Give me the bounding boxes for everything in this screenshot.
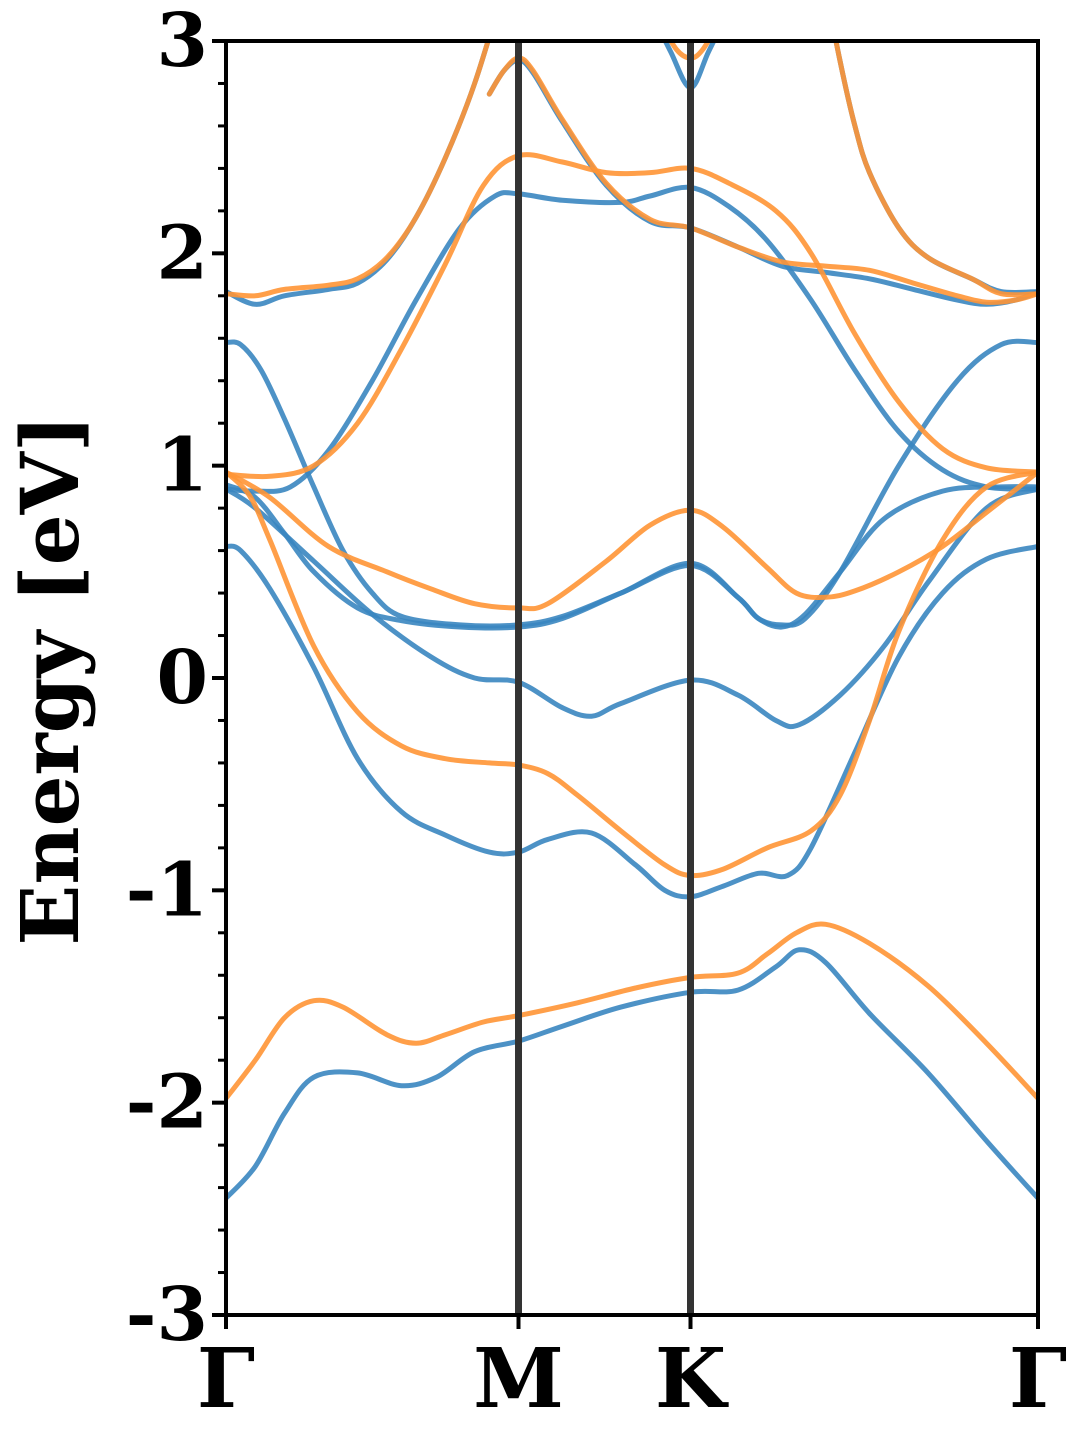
x-tick-label: Γ <box>197 1331 255 1427</box>
x-tick-label: K <box>655 1331 729 1427</box>
band-line-spin_b-12 <box>226 469 1038 612</box>
y-tick-label: -1 <box>126 847 208 933</box>
x-tick-label: Γ <box>1009 1331 1067 1427</box>
high-symmetry-lines <box>515 41 695 1315</box>
y-tick-label: 1 <box>157 423 209 509</box>
y-tick-label: -3 <box>126 1272 208 1358</box>
y-axis-ticks: -3 -2 -1 0 1 2 3 <box>126 0 226 1358</box>
band-line-spin_a-0 <box>226 947 1038 1201</box>
band-line-spin_b-15 <box>486 55 1038 305</box>
band-line-spin_b-14 <box>226 41 491 299</box>
y-axis-label: Energy [eV] <box>3 414 97 945</box>
band-line-spin_b-10 <box>226 921 1038 1101</box>
y-tick-label: 3 <box>157 0 209 84</box>
band-lines <box>226 41 1038 1201</box>
x-tick-label: M <box>473 1331 564 1427</box>
band-line-spin_b-13 <box>226 152 1038 480</box>
band-line-spin_a-7 <box>486 57 1038 307</box>
band-line-spin_a-5 <box>226 184 1038 494</box>
band-line-spin_b-17 <box>833 41 1038 298</box>
plot-frame <box>224 39 1040 1317</box>
band-line-spin_a-2 <box>226 486 1038 730</box>
y-tick-label: 0 <box>157 635 209 721</box>
band-line-spin_a-4 <box>226 339 1038 630</box>
band-line-spin_a-6 <box>226 41 491 307</box>
band-line-spin_a-9 <box>833 41 1038 296</box>
band-line-spin_b-11 <box>226 469 1038 879</box>
y-tick-label: -2 <box>126 1060 208 1146</box>
y-tick-label: 2 <box>157 210 209 296</box>
